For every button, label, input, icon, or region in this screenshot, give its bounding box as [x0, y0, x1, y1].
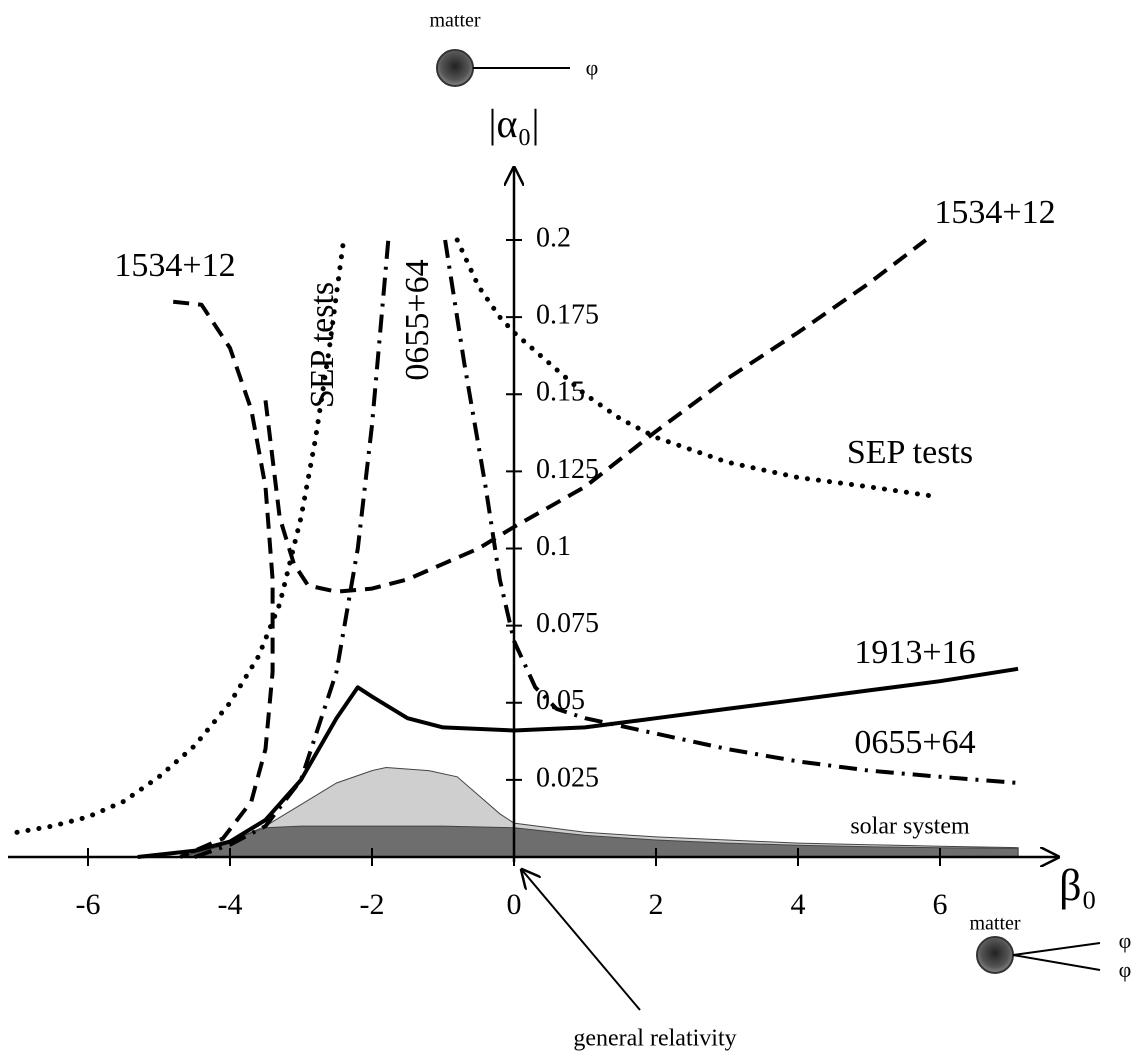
annotation: 0655+64: [854, 724, 975, 761]
y-tick-label: 0.075: [536, 608, 599, 639]
series-line: [193, 239, 1019, 859]
coupling-line: [1012, 942, 1101, 956]
x-tick-label: 4: [791, 888, 806, 921]
series-line: [14, 237, 936, 835]
series-line: [137, 666, 1019, 859]
annotation: φ: [1119, 928, 1132, 953]
annotation: general relativity: [573, 1026, 736, 1052]
x-tick-label: 6: [933, 888, 948, 921]
x-axis-label: β₀: [1059, 861, 1097, 910]
y-tick-label: 0.2: [536, 222, 571, 253]
curves: [14, 237, 1019, 859]
y-tick-label: 0.1: [536, 531, 571, 562]
matter-icon: [436, 49, 474, 87]
annotation: 1913+16: [854, 634, 975, 671]
annotation: matter: [969, 913, 1020, 935]
y-tick-label: 0.175: [536, 300, 599, 331]
x-tick-label: -4: [218, 888, 243, 921]
annotation: φ: [586, 55, 599, 80]
y-tick-label: 0.125: [536, 454, 599, 485]
regions: [180, 766, 1019, 858]
annotation: 1534+12: [934, 194, 1055, 231]
region: [180, 825, 1019, 858]
coupling-line: [1012, 954, 1101, 971]
y-tick-label: 0.025: [536, 762, 599, 793]
series-line: [172, 238, 928, 859]
annotation: SEP tests: [847, 434, 973, 471]
y-axis-label: |α₀|: [489, 101, 540, 146]
annotation: 1534+12: [114, 247, 235, 284]
y-tick-label: 0.15: [536, 377, 585, 408]
annotation: 0655+64: [399, 259, 436, 380]
x-tick-label: -6: [76, 888, 101, 921]
gr-arrow: [522, 870, 641, 1011]
matter-icon: [976, 936, 1014, 974]
annotation: solar system: [850, 814, 970, 840]
annotation: matter: [429, 10, 480, 32]
annotation: φ: [1119, 957, 1132, 982]
y-tick-label: 0.05: [536, 685, 585, 716]
x-tick-label: -2: [360, 888, 385, 921]
annotation: SEP tests: [304, 282, 341, 408]
x-tick-label: 2: [649, 888, 664, 921]
x-tick-label: 0: [507, 888, 522, 921]
